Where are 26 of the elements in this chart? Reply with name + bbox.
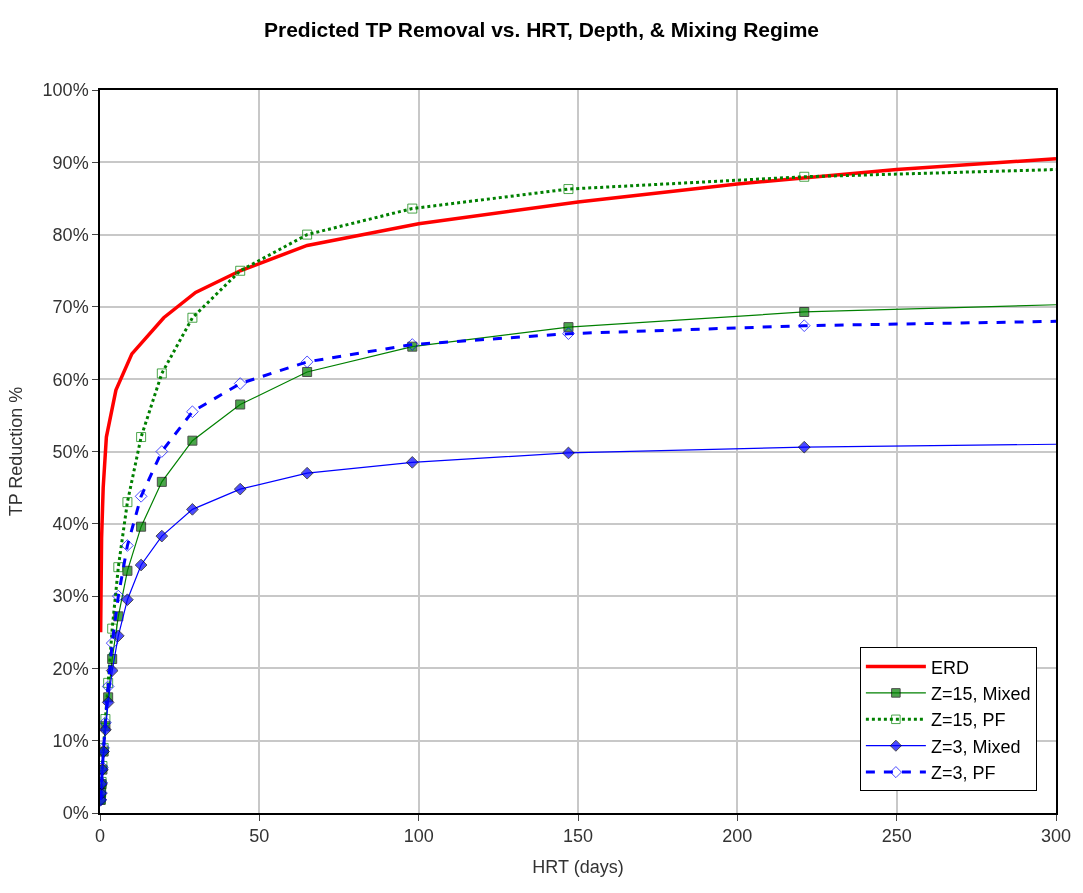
y-tick-label: 10% <box>52 731 89 751</box>
x-tick-label: 250 <box>881 826 912 847</box>
legend-label: Z=3, Mixed <box>930 736 1021 757</box>
legend-label: Z=15, Mixed <box>930 683 1031 704</box>
x-axis-title: HRT (days) <box>532 856 624 877</box>
legend-label: Z=3, PF <box>930 763 996 784</box>
legend-label: ERD <box>930 657 969 678</box>
x-tick-label: 300 <box>1040 826 1072 847</box>
legend-label: Z=15, PF <box>930 710 1006 731</box>
y-tick-label: 20% <box>52 658 89 679</box>
x-tick-label: 50 <box>249 826 270 847</box>
chart-title: Predicted TP Removal vs. HRT, Depth, & Mixing Regime <box>263 18 820 42</box>
y-tick-label: 0% <box>62 803 89 824</box>
x-tick-label: 200 <box>722 826 753 847</box>
y-axis-title: TP Reduction % <box>6 386 27 517</box>
y-tick-label: 60% <box>52 369 89 390</box>
y-tick-label: 30% <box>52 586 89 607</box>
y-tick-label: 100% <box>42 80 89 101</box>
x-tick-label: 0 <box>94 826 106 847</box>
y-tick-label: 80% <box>52 224 89 245</box>
y-tick-label: 50% <box>52 441 89 462</box>
y-tick-label: 40% <box>52 514 89 535</box>
y-tick-label: 90% <box>52 152 89 173</box>
x-tick-label: 150 <box>562 826 594 847</box>
x-tick-label: 100 <box>403 826 434 847</box>
y-tick-label: 70% <box>52 297 89 318</box>
